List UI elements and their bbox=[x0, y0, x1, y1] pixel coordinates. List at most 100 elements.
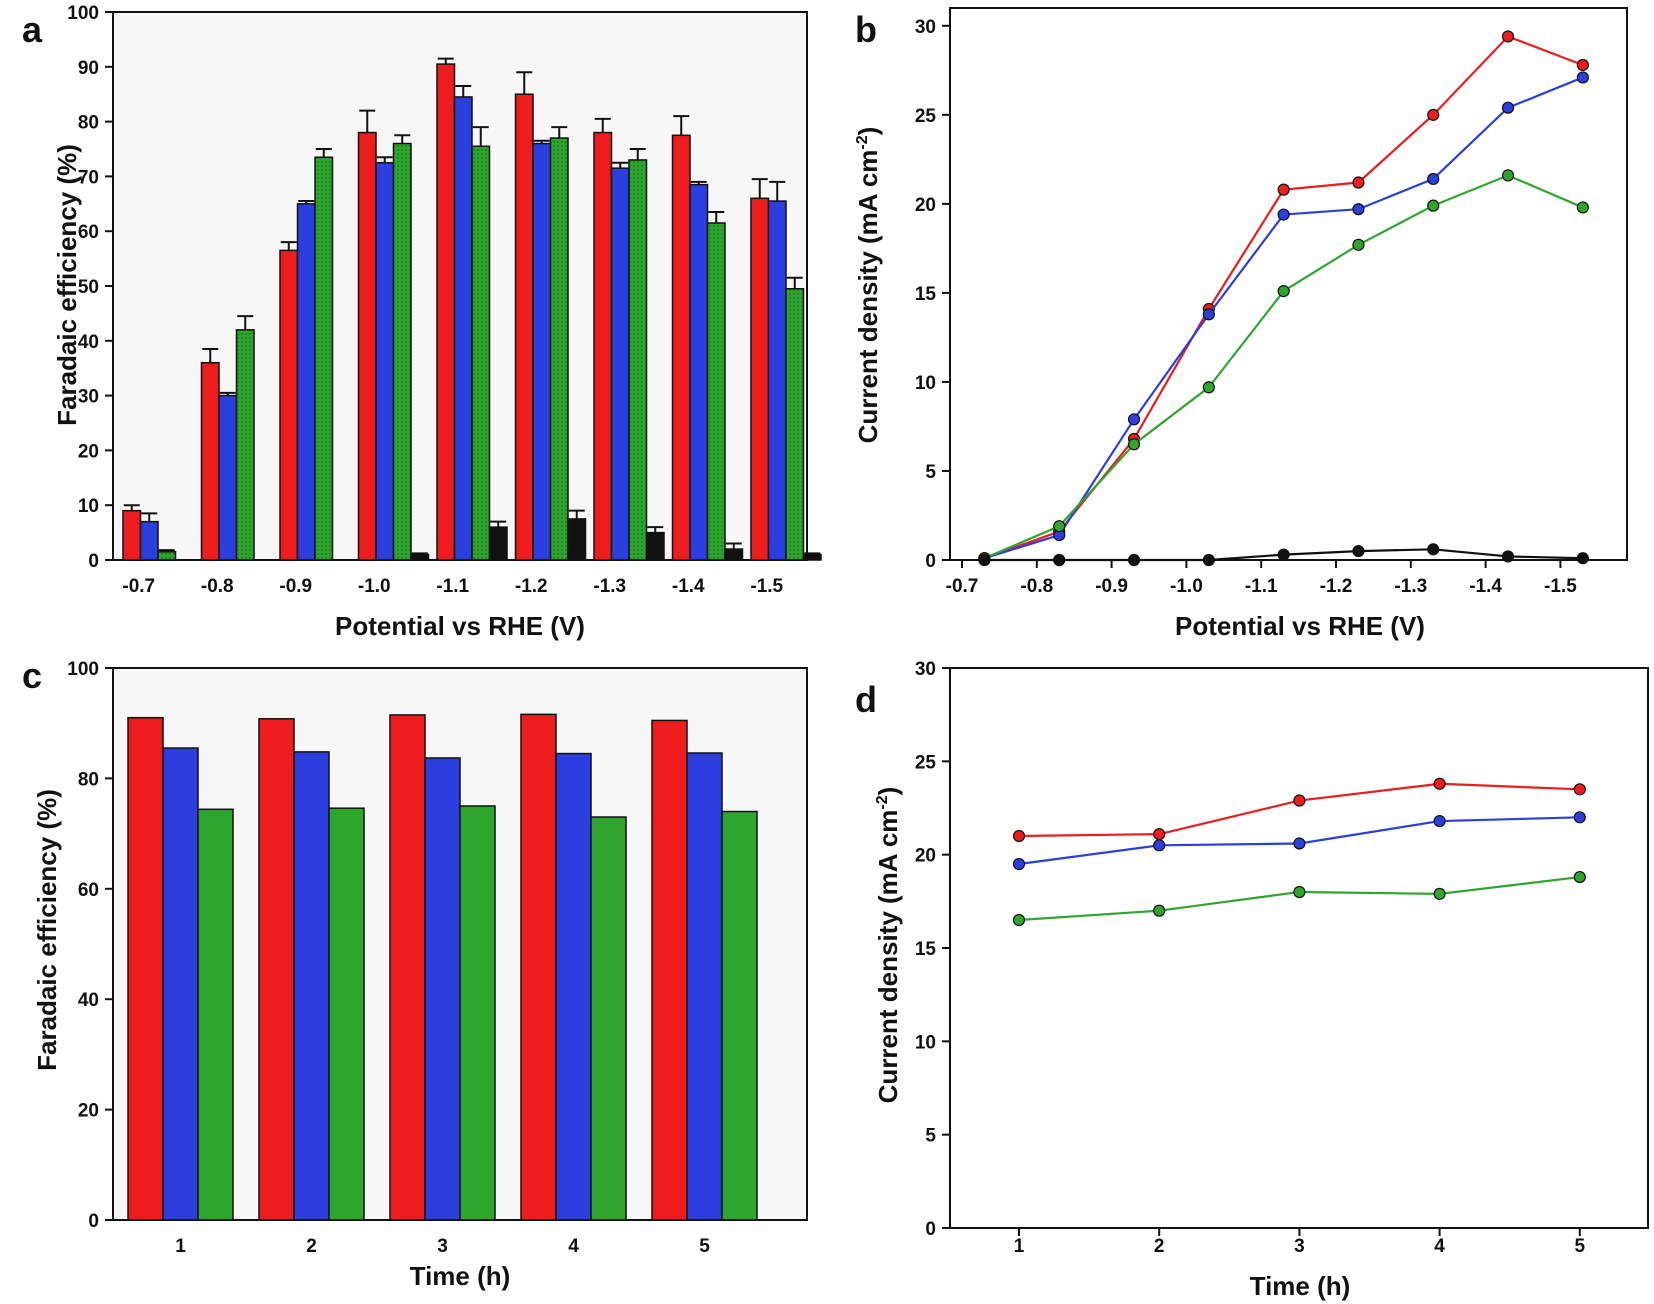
bar bbox=[436, 63, 456, 561]
bar bbox=[218, 394, 238, 561]
y-tick-label: 20 bbox=[78, 441, 99, 462]
bar bbox=[459, 805, 496, 1221]
data-point bbox=[1433, 887, 1446, 900]
bar bbox=[721, 810, 758, 1221]
y-axis-label-end: ) bbox=[853, 127, 883, 136]
bar bbox=[296, 203, 316, 561]
data-point bbox=[1012, 829, 1026, 843]
x-axis-label: Time (h) bbox=[1250, 1271, 1351, 1301]
x-tick-label: -0.7 bbox=[946, 576, 979, 597]
x-tick-label: 1 bbox=[1014, 1236, 1025, 1257]
x-tick-label: -1.2 bbox=[515, 576, 548, 597]
bar bbox=[532, 142, 552, 561]
x-tick-label: 5 bbox=[699, 1236, 710, 1257]
x-tick-label: 4 bbox=[1434, 1236, 1445, 1257]
data-point bbox=[1012, 913, 1026, 927]
bar bbox=[453, 96, 473, 561]
bar bbox=[389, 714, 426, 1221]
bar bbox=[410, 553, 430, 561]
data-point bbox=[1277, 548, 1290, 561]
x-tick-label: -1.0 bbox=[358, 576, 391, 597]
y-tick-label: 5 bbox=[925, 1126, 936, 1147]
panel-label: d bbox=[855, 679, 877, 720]
y-tick-label: 0 bbox=[925, 1219, 936, 1240]
panel-label: b bbox=[855, 9, 877, 50]
panel-label: a bbox=[22, 9, 43, 50]
x-tick-label: -0.9 bbox=[1095, 576, 1128, 597]
data-point bbox=[1127, 553, 1141, 567]
bar bbox=[127, 716, 164, 1221]
x-tick-label: -1.4 bbox=[1469, 576, 1502, 597]
y-tick-label: 40 bbox=[78, 990, 99, 1011]
data-point bbox=[1053, 553, 1066, 567]
bar bbox=[235, 329, 255, 561]
data-point bbox=[1501, 101, 1515, 114]
y-tick-label: 0 bbox=[925, 551, 936, 572]
data-point bbox=[1576, 71, 1589, 84]
y-tick-label: 20 bbox=[915, 195, 936, 216]
bar bbox=[689, 183, 709, 561]
bar bbox=[785, 287, 805, 561]
x-tick-label: 3 bbox=[437, 1236, 448, 1257]
data-point bbox=[1576, 58, 1589, 72]
data-point bbox=[1153, 904, 1166, 917]
x-tick-label: 3 bbox=[1294, 1236, 1305, 1257]
y-axis-label-main: Current density (mA cm bbox=[853, 150, 883, 444]
y-tick-label: 80 bbox=[78, 769, 99, 790]
y-axis-label-end: ) bbox=[873, 787, 903, 796]
data-point bbox=[1202, 553, 1215, 567]
bar bbox=[651, 719, 688, 1221]
y-tick-label: 0 bbox=[88, 1211, 99, 1232]
y-tick-label: 15 bbox=[915, 284, 937, 305]
data-point bbox=[1427, 199, 1440, 212]
bar bbox=[197, 808, 234, 1221]
bar bbox=[279, 249, 299, 561]
data-point bbox=[1433, 777, 1446, 790]
bar bbox=[258, 718, 295, 1221]
y-tick-label: 80 bbox=[78, 113, 99, 134]
data-point bbox=[1352, 544, 1365, 558]
data-point bbox=[1352, 238, 1365, 251]
y-tick-label: 40 bbox=[78, 332, 99, 353]
x-axis-label: Time (h) bbox=[410, 1261, 511, 1291]
bar bbox=[610, 167, 630, 561]
y-tick-label: 10 bbox=[915, 1032, 936, 1053]
bar bbox=[750, 197, 770, 561]
data-point bbox=[978, 553, 991, 567]
y-tick-label: 20 bbox=[78, 1101, 99, 1122]
bar bbox=[293, 751, 330, 1221]
bar bbox=[488, 526, 508, 561]
x-tick-label: -1.1 bbox=[436, 576, 469, 597]
x-tick-label: 1 bbox=[175, 1236, 186, 1257]
x-tick-label: -0.8 bbox=[201, 576, 234, 597]
data-point bbox=[1053, 520, 1066, 533]
panel-label: c bbox=[22, 655, 42, 696]
y-axis-label: Current density (mA cm-2) bbox=[873, 787, 903, 1104]
bar bbox=[314, 156, 334, 561]
x-tick-label: -1.5 bbox=[1544, 576, 1577, 597]
data-point bbox=[1427, 108, 1440, 121]
bar bbox=[520, 713, 557, 1221]
bar bbox=[767, 200, 787, 561]
bar bbox=[628, 159, 648, 561]
data-point bbox=[1573, 811, 1586, 824]
y-axis-label-superscript: -2 bbox=[874, 795, 891, 809]
data-point bbox=[1202, 308, 1215, 321]
data-point bbox=[1153, 828, 1166, 841]
bar bbox=[122, 509, 142, 561]
y-axis-label-main: Current density (mA cm bbox=[873, 810, 903, 1104]
bar bbox=[555, 752, 592, 1221]
x-tick-label: -1.3 bbox=[593, 576, 626, 597]
data-point bbox=[1573, 783, 1586, 796]
y-tick-label: 30 bbox=[915, 659, 936, 680]
y-tick-label: 60 bbox=[78, 222, 99, 243]
bar bbox=[724, 548, 744, 561]
x-tick-label: -1.4 bbox=[672, 576, 705, 597]
data-point bbox=[1501, 169, 1515, 182]
x-tick-label: 5 bbox=[1575, 1236, 1586, 1257]
data-point bbox=[1427, 543, 1440, 556]
data-point bbox=[1277, 285, 1290, 298]
data-point bbox=[1427, 172, 1440, 186]
data-point bbox=[1352, 176, 1365, 189]
x-tick-label: -0.7 bbox=[122, 576, 155, 597]
